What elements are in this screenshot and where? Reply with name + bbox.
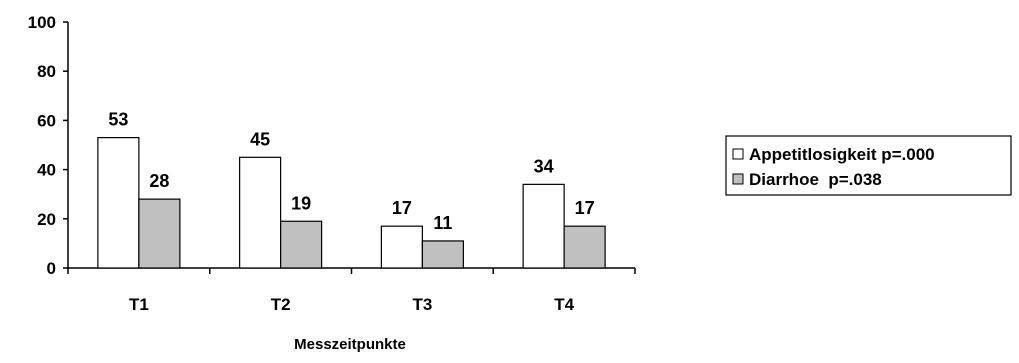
bar-diarrhoe — [421, 240, 464, 269]
legend-swatch — [732, 173, 744, 185]
y-ticks: 0 20 40 60 80 100 — [28, 13, 68, 278]
y-tick-label: 0 — [47, 259, 56, 278]
data-label: 34 — [534, 156, 554, 176]
y-tick-label: 60 — [37, 111, 56, 130]
data-labels: 53 28 45 19 17 11 34 17 — [108, 110, 594, 233]
legend-swatch — [732, 148, 744, 160]
legend-label: Diarrhoe p=.038 — [749, 170, 882, 189]
x-ticks: T1 T2 T3 T4 — [67, 268, 636, 314]
bar-diarrhoe — [563, 225, 606, 269]
bars — [97, 137, 606, 269]
y-tick-label: 20 — [37, 210, 56, 229]
x-tick-label: T3 — [412, 295, 432, 314]
data-label: 11 — [433, 213, 452, 233]
x-axis-title: Messzeitpunkte — [294, 336, 406, 353]
data-label: 53 — [108, 110, 128, 130]
data-label: 17 — [392, 198, 412, 218]
x-tick-label: T2 — [271, 295, 291, 314]
data-label: 19 — [291, 193, 311, 213]
bar-appetitlosigkeit — [522, 183, 565, 269]
x-tick-label: T1 — [129, 295, 149, 314]
y-tick-label: 80 — [37, 62, 56, 81]
legend-label: Appetitlosigkeit p=.000 — [749, 145, 935, 164]
data-label: 28 — [149, 171, 169, 191]
bar-appetitlosigkeit — [97, 137, 140, 269]
bar-appetitlosigkeit — [380, 225, 423, 269]
bar-diarrhoe — [280, 220, 323, 269]
legend-box — [725, 135, 1012, 196]
bar-appetitlosigkeit — [239, 156, 282, 269]
legend: Appetitlosigkeit p=.000 Diarrhoe p=.038 — [725, 135, 1012, 196]
data-label: 45 — [250, 129, 270, 149]
y-tick-label: 100 — [28, 13, 56, 32]
bar-diarrhoe — [138, 198, 181, 269]
y-tick-label: 40 — [37, 161, 56, 180]
x-tick-label: T4 — [554, 295, 574, 314]
data-label: 17 — [575, 198, 595, 218]
